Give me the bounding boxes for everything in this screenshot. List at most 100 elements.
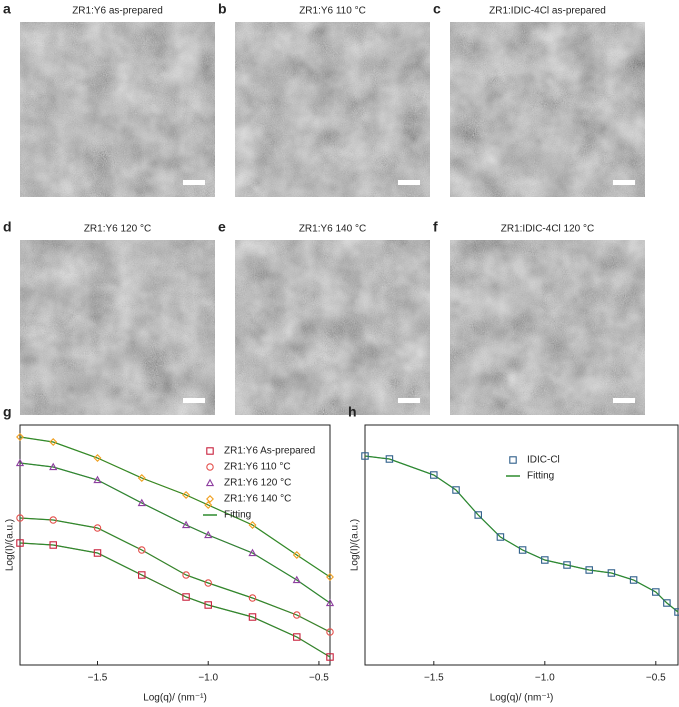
marker — [385, 455, 394, 463]
data-line — [364, 455, 679, 613]
x-axis-label: Log(q)/ (nm⁻¹) — [490, 693, 554, 704]
legend-label: Fitting — [224, 510, 251, 521]
legend-label: IDIC-Cl — [527, 455, 560, 466]
tem-image — [235, 22, 430, 197]
scale-bar — [398, 180, 420, 185]
marker — [607, 569, 616, 577]
marker — [541, 556, 549, 564]
marker — [15, 458, 25, 467]
marker — [204, 601, 212, 609]
fit-line — [19, 462, 331, 604]
marker — [474, 511, 482, 519]
marker — [137, 498, 146, 507]
panel-letter: b — [218, 1, 227, 17]
marker — [93, 454, 102, 462]
marker — [518, 546, 527, 554]
marker — [49, 438, 58, 446]
marker — [585, 566, 593, 574]
marker — [182, 571, 190, 579]
plot-frame — [19, 424, 331, 666]
panel-letter: d — [3, 219, 12, 235]
tem-image — [20, 240, 215, 415]
scale-bar — [398, 398, 420, 403]
marker — [325, 598, 335, 607]
marker — [430, 471, 438, 479]
fit-line — [19, 517, 331, 633]
legend-label: Fitting — [527, 471, 554, 482]
marker — [652, 588, 660, 596]
marker — [326, 628, 334, 636]
panel-title: ZR1:Y6 as-prepared — [72, 6, 163, 17]
marker — [204, 530, 213, 539]
legend-swatch — [205, 478, 215, 487]
marker — [292, 551, 301, 559]
panel-letter: a — [3, 1, 11, 17]
marker — [182, 593, 190, 601]
x-tick-label: −1.5 — [88, 673, 108, 684]
marker — [326, 573, 334, 581]
panel-letter: c — [433, 1, 441, 17]
x-tick-label: −1.0 — [535, 673, 555, 684]
fit-line — [19, 436, 331, 578]
panel-title: ZR1:Y6 110 °C — [299, 6, 366, 17]
data-line — [19, 436, 331, 578]
y-axis-label: Log(I)/(a.u.) — [350, 519, 361, 571]
panel-letter: e — [218, 219, 226, 235]
marker — [663, 599, 671, 607]
marker — [16, 539, 24, 547]
marker — [49, 462, 58, 471]
marker — [137, 474, 146, 482]
legend-swatch — [206, 447, 214, 455]
fit-line — [19, 542, 331, 658]
panel-letter: f — [433, 219, 438, 235]
marker — [204, 501, 213, 509]
fit-line — [364, 455, 679, 613]
marker — [496, 533, 505, 541]
tem-image — [20, 22, 215, 197]
marker — [16, 514, 24, 522]
tem-image — [450, 240, 645, 415]
marker — [361, 452, 369, 460]
legend-label: ZR1:Y6 120 °C — [224, 478, 291, 489]
marker — [563, 561, 571, 569]
marker — [49, 516, 57, 524]
panel-title: ZR1:IDIC-4Cl 120 °C — [501, 224, 594, 235]
scale-bar — [183, 398, 205, 403]
marker — [452, 486, 460, 494]
marker — [293, 611, 301, 619]
marker — [181, 520, 191, 529]
marker — [292, 575, 301, 584]
tem-image — [235, 240, 430, 415]
y-axis-label: Log(I)/(a.u.) — [5, 519, 16, 571]
x-tick-label: −1.5 — [424, 673, 444, 684]
marker — [182, 491, 191, 499]
marker — [49, 541, 57, 549]
panel-title: ZR1:IDIC-4Cl as-prepared — [489, 6, 606, 17]
data-line — [19, 517, 331, 633]
scale-bar — [613, 180, 635, 185]
legend-swatch — [509, 456, 517, 464]
panel-title: ZR1:Y6 120 °C — [84, 224, 151, 235]
x-tick-label: −1.0 — [198, 673, 218, 684]
marker — [16, 433, 24, 441]
legend-swatch — [206, 463, 214, 471]
marker — [293, 633, 301, 641]
legend-swatch — [206, 495, 214, 503]
legend-label: ZR1:Y6 As-prepared — [224, 446, 315, 457]
marker — [248, 594, 257, 602]
marker — [248, 521, 257, 529]
marker — [138, 571, 146, 579]
marker — [93, 475, 102, 484]
x-tick-label: −0.5 — [646, 673, 666, 684]
marker — [326, 653, 334, 661]
marker — [204, 579, 212, 587]
data-line — [19, 542, 331, 658]
panel-letter: g — [3, 404, 12, 420]
x-axis-label: Log(q)/ (nm⁻¹) — [143, 693, 207, 704]
marker — [248, 548, 257, 557]
panel-letter: h — [348, 404, 357, 420]
plot-frame — [364, 424, 679, 666]
scale-bar — [613, 398, 635, 403]
scale-bar — [183, 180, 205, 185]
